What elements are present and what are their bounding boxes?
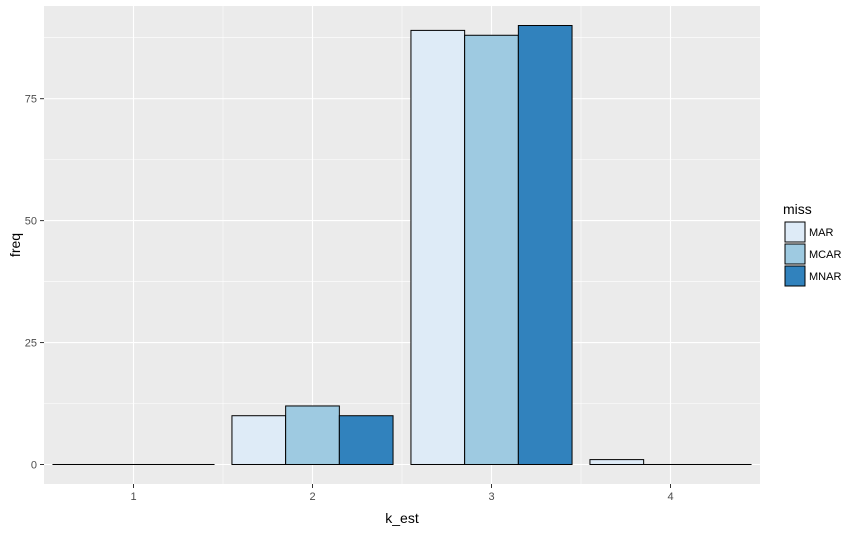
legend-key-mnar — [785, 266, 805, 286]
legend-label-mcar: MCAR — [809, 249, 841, 261]
x-axis: 1 2 3 4 — [130, 484, 673, 503]
y-tick-label: 25 — [25, 338, 37, 350]
y-axis: 0 25 50 75 — [25, 94, 44, 472]
legend-key-mar — [785, 222, 805, 242]
x-tick-label: 3 — [488, 491, 494, 503]
bar-mar-3 — [411, 30, 465, 464]
bar-mcar-3 — [465, 35, 519, 464]
bar-mcar-2 — [286, 406, 340, 465]
x-tick-label: 4 — [667, 491, 673, 503]
legend-label-mnar: MNAR — [809, 271, 841, 283]
bar-mar-4 — [590, 460, 644, 465]
x-axis-title: k_est — [385, 510, 419, 526]
legend: miss MAR MCAR MNAR — [783, 201, 841, 286]
x-tick-label: 1 — [130, 491, 136, 503]
legend-title: miss — [783, 201, 812, 217]
bar-mar-2 — [232, 416, 286, 465]
x-tick-label: 2 — [309, 491, 315, 503]
bar-mnar-3 — [518, 26, 572, 465]
legend-key-mcar — [785, 244, 805, 264]
legend-label-mar: MAR — [809, 227, 834, 239]
y-axis-title: freq — [7, 233, 23, 257]
bar-mnar-2 — [339, 416, 393, 465]
y-tick-label: 0 — [31, 459, 37, 471]
y-tick-label: 75 — [25, 94, 37, 106]
y-tick-label: 50 — [25, 216, 37, 228]
